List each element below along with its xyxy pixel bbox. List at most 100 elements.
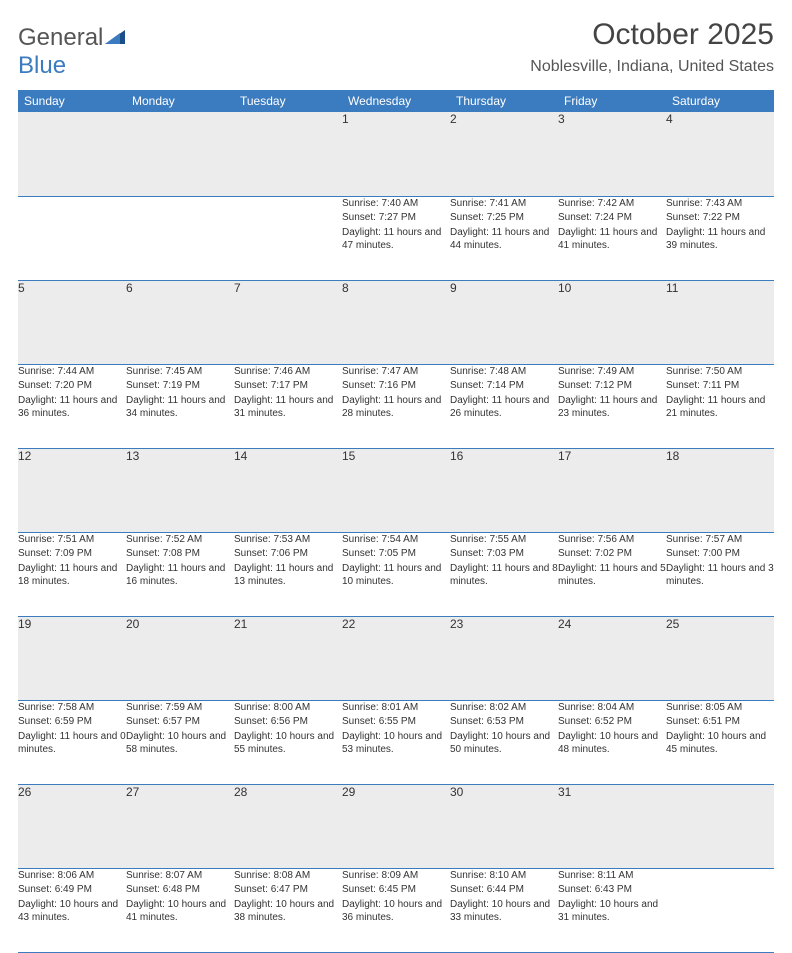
daylight-text: Daylight: 10 hours and 53 minutes. — [342, 730, 450, 757]
day-detail-cell: Sunrise: 7:51 AMSunset: 7:09 PMDaylight:… — [18, 532, 126, 616]
day-detail-cell: Sunrise: 7:44 AMSunset: 7:20 PMDaylight:… — [18, 364, 126, 448]
day-number-cell: 19 — [18, 616, 126, 700]
day-detail-cell: Sunrise: 8:02 AMSunset: 6:53 PMDaylight:… — [450, 700, 558, 784]
sunrise-text: Sunrise: 7:58 AM — [18, 701, 126, 715]
day-number-cell: 9 — [450, 280, 558, 364]
day-detail-cell: Sunrise: 8:09 AMSunset: 6:45 PMDaylight:… — [342, 868, 450, 952]
sunset-text: Sunset: 7:08 PM — [126, 547, 234, 561]
day-detail-cell: Sunrise: 7:49 AMSunset: 7:12 PMDaylight:… — [558, 364, 666, 448]
day-number-cell: 5 — [18, 280, 126, 364]
sunset-text: Sunset: 6:47 PM — [234, 883, 342, 897]
day-detail-cell — [18, 196, 126, 280]
sunset-text: Sunset: 6:51 PM — [666, 715, 774, 729]
day-detail-cell: Sunrise: 7:48 AMSunset: 7:14 PMDaylight:… — [450, 364, 558, 448]
day-number-cell: 24 — [558, 616, 666, 700]
sunset-text: Sunset: 7:11 PM — [666, 379, 774, 393]
day-number-cell: 26 — [18, 784, 126, 868]
sunset-text: Sunset: 7:16 PM — [342, 379, 450, 393]
daylight-text: Daylight: 11 hours and 10 minutes. — [342, 562, 450, 589]
logo: General Blue — [18, 18, 127, 80]
daylight-text: Daylight: 10 hours and 31 minutes. — [558, 898, 666, 925]
sunset-text: Sunset: 7:05 PM — [342, 547, 450, 561]
logo-text: General Blue — [18, 24, 127, 80]
daylight-text: Daylight: 11 hours and 26 minutes. — [450, 394, 558, 421]
daylight-text: Daylight: 11 hours and 36 minutes. — [18, 394, 126, 421]
day-number-cell: 22 — [342, 616, 450, 700]
sunrise-text: Sunrise: 7:52 AM — [126, 533, 234, 547]
daylight-text: Daylight: 11 hours and 16 minutes. — [126, 562, 234, 589]
day-number-cell — [18, 112, 126, 196]
day-detail-cell: Sunrise: 7:40 AMSunset: 7:27 PMDaylight:… — [342, 196, 450, 280]
daylight-text: Daylight: 11 hours and 23 minutes. — [558, 394, 666, 421]
sunrise-text: Sunrise: 8:01 AM — [342, 701, 450, 715]
sunrise-text: Sunrise: 7:46 AM — [234, 365, 342, 379]
sunset-text: Sunset: 6:49 PM — [18, 883, 126, 897]
sunrise-text: Sunrise: 8:10 AM — [450, 869, 558, 883]
day-number-cell: 7 — [234, 280, 342, 364]
sunset-text: Sunset: 6:52 PM — [558, 715, 666, 729]
sunrise-text: Sunrise: 7:59 AM — [126, 701, 234, 715]
day-detail-cell: Sunrise: 7:41 AMSunset: 7:25 PMDaylight:… — [450, 196, 558, 280]
location-text: Noblesville, Indiana, United States — [530, 58, 774, 76]
dayname-header: Friday — [558, 90, 666, 112]
sunset-text: Sunset: 7:02 PM — [558, 547, 666, 561]
day-detail-cell: Sunrise: 7:43 AMSunset: 7:22 PMDaylight:… — [666, 196, 774, 280]
sunrise-text: Sunrise: 7:47 AM — [342, 365, 450, 379]
sunset-text: Sunset: 6:53 PM — [450, 715, 558, 729]
sunset-text: Sunset: 7:06 PM — [234, 547, 342, 561]
daylight-text: Daylight: 11 hours and 41 minutes. — [558, 226, 666, 253]
day-number-cell: 3 — [558, 112, 666, 196]
sunrise-text: Sunrise: 7:49 AM — [558, 365, 666, 379]
day-number-cell: 20 — [126, 616, 234, 700]
day-detail-cell: Sunrise: 8:08 AMSunset: 6:47 PMDaylight:… — [234, 868, 342, 952]
sunrise-text: Sunrise: 8:11 AM — [558, 869, 666, 883]
daylight-text: Daylight: 10 hours and 43 minutes. — [18, 898, 126, 925]
day-detail-cell — [234, 196, 342, 280]
sunset-text: Sunset: 7:22 PM — [666, 211, 774, 225]
dayname-header: Tuesday — [234, 90, 342, 112]
daylight-text: Daylight: 11 hours and 39 minutes. — [666, 226, 774, 253]
day-number-cell: 1 — [342, 112, 450, 196]
day-detail-cell — [666, 868, 774, 952]
day-detail-cell: Sunrise: 7:52 AMSunset: 7:08 PMDaylight:… — [126, 532, 234, 616]
sunrise-text: Sunrise: 7:44 AM — [18, 365, 126, 379]
day-detail-cell: Sunrise: 7:47 AMSunset: 7:16 PMDaylight:… — [342, 364, 450, 448]
calendar-head: SundayMondayTuesdayWednesdayThursdayFrid… — [18, 90, 774, 112]
day-number-cell: 30 — [450, 784, 558, 868]
sunrise-text: Sunrise: 7:40 AM — [342, 197, 450, 211]
daylight-text: Daylight: 10 hours and 48 minutes. — [558, 730, 666, 757]
sunset-text: Sunset: 6:59 PM — [18, 715, 126, 729]
daylight-text: Daylight: 11 hours and 0 minutes. — [18, 730, 126, 757]
month-title: October 2025 — [530, 18, 774, 52]
logo-text-general: General — [18, 24, 103, 51]
daylight-text: Daylight: 10 hours and 50 minutes. — [450, 730, 558, 757]
day-number-cell: 4 — [666, 112, 774, 196]
sunrise-text: Sunrise: 7:43 AM — [666, 197, 774, 211]
day-number-cell: 11 — [666, 280, 774, 364]
sunrise-text: Sunrise: 7:41 AM — [450, 197, 558, 211]
day-detail-cell: Sunrise: 8:04 AMSunset: 6:52 PMDaylight:… — [558, 700, 666, 784]
sunrise-text: Sunrise: 8:00 AM — [234, 701, 342, 715]
day-number-cell: 31 — [558, 784, 666, 868]
daylight-text: Daylight: 10 hours and 41 minutes. — [126, 898, 234, 925]
daylight-text: Daylight: 11 hours and 3 minutes. — [666, 562, 774, 589]
dayname-header: Thursday — [450, 90, 558, 112]
dayname-header: Monday — [126, 90, 234, 112]
day-number-cell: 14 — [234, 448, 342, 532]
sunset-text: Sunset: 6:48 PM — [126, 883, 234, 897]
sunset-text: Sunset: 7:17 PM — [234, 379, 342, 393]
sunrise-text: Sunrise: 7:51 AM — [18, 533, 126, 547]
calendar-body: 12 34 Sunrise: 7:40 AMSunset: 7:27 PMDayli… — [18, 112, 774, 952]
day-number-cell: 8 — [342, 280, 450, 364]
day-number-cell: 12 — [18, 448, 126, 532]
sunrise-text: Sunrise: 7:50 AM — [666, 365, 774, 379]
day-detail-cell: Sunrise: 7:53 AMSunset: 7:06 PMDaylight:… — [234, 532, 342, 616]
sunrise-text: Sunrise: 7:45 AM — [126, 365, 234, 379]
sunset-text: Sunset: 7:09 PM — [18, 547, 126, 561]
sunrise-text: Sunrise: 7:54 AM — [342, 533, 450, 547]
day-number-cell: 27 — [126, 784, 234, 868]
dayname-header: Saturday — [666, 90, 774, 112]
day-number-cell: 15 — [342, 448, 450, 532]
calendar-table: SundayMondayTuesdayWednesdayThursdayFrid… — [18, 90, 774, 953]
daylight-text: Daylight: 11 hours and 21 minutes. — [666, 394, 774, 421]
